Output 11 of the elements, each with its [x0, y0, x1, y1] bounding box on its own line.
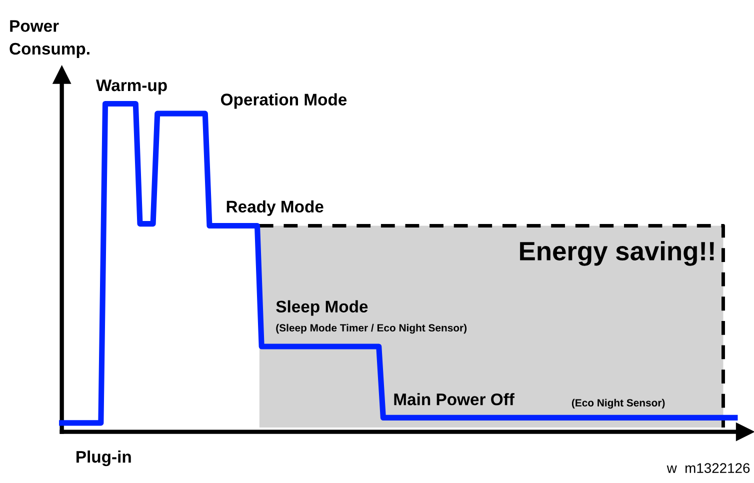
annotation: Operation Mode [221, 93, 347, 109]
annotation: (Sleep Mode Timer / Eco Night Sensor) [276, 324, 467, 334]
annotation: (Eco Night Sensor) [572, 398, 665, 409]
text: w m1322126 [666, 463, 750, 474]
text: Warm-up [96, 80, 167, 94]
text: Plug-in [76, 450, 131, 466]
y-axis-title: Power Consump. [10, 20, 90, 58]
annotation: Sleep Mode [276, 300, 368, 316]
annotation: Main Power Off [394, 393, 514, 406]
annotation: Energy saving!! [520, 241, 714, 266]
annotation: Ready Mode [226, 200, 324, 216]
